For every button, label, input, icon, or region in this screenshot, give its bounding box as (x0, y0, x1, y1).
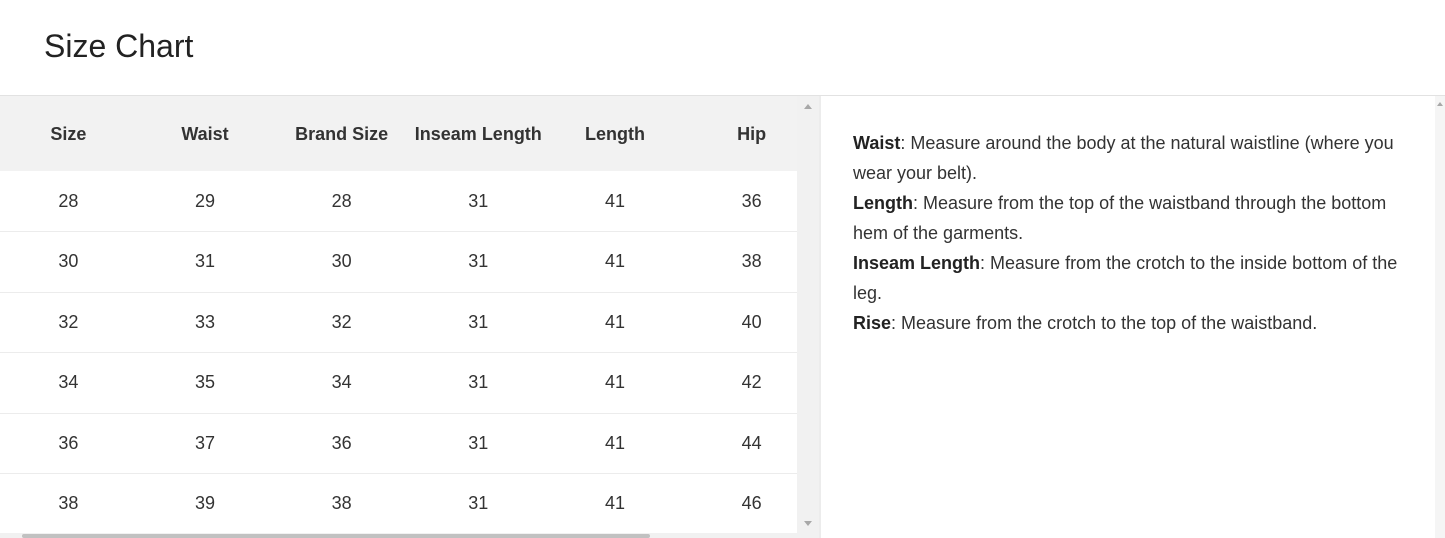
table-cell: 42 (683, 352, 797, 414)
table-header-row: Size Waist Brand Size Inseam Length Length Hi… (0, 96, 797, 171)
note-item: Waist: Measure around the body at the na… (853, 128, 1423, 188)
column-header: Inseam Length (409, 96, 547, 171)
table-cell: 30 (0, 231, 137, 293)
note-term: Rise (853, 313, 892, 333)
table-row: 32 33 32 31 41 40 (0, 292, 797, 353)
table-cell: 37 (136, 413, 274, 474)
table-cell: 41 (546, 231, 684, 293)
page-title: Size Chart (44, 28, 194, 64)
note-item: Rise: Measure from the crotch to the top… (853, 308, 1423, 338)
table-cell: 39 (136, 473, 274, 535)
note-text: : Measure around the body at the natural… (853, 133, 1394, 183)
note-term: Length (853, 193, 913, 213)
notes-scrollbar[interactable] (1435, 96, 1445, 538)
note-term: Waist (853, 133, 901, 153)
column-header: Length (546, 96, 684, 171)
table-cell: 46 (683, 473, 797, 535)
panel-divider (819, 96, 821, 538)
table-cell: 31 (409, 171, 547, 232)
table-row: 30 31 30 31 41 38 (0, 231, 797, 293)
vertical-scrollbar[interactable] (797, 96, 819, 538)
table-cell: 28 (273, 171, 410, 232)
table-row: 38 39 38 31 41 46 (0, 473, 797, 535)
column-header: Size (0, 96, 137, 171)
table-cell: 38 (0, 473, 137, 535)
table-cell: 41 (546, 352, 684, 414)
table-cell: 36 (273, 413, 410, 474)
table-cell: 32 (0, 292, 137, 353)
table-cell: 30 (273, 231, 410, 293)
divider (0, 95, 1445, 96)
note-item: Length: Measure from the top of the wais… (853, 188, 1423, 248)
table-cell: 35 (136, 352, 274, 414)
table-cell: 44 (683, 413, 797, 474)
table-cell: 31 (409, 292, 547, 353)
scroll-down-icon[interactable] (804, 521, 812, 526)
column-header: Brand Size (273, 96, 410, 171)
table-cell: 36 (683, 171, 797, 232)
note-item: Inseam Length: Measure from the crotch t… (853, 248, 1423, 308)
table-cell: 41 (546, 292, 684, 353)
table-cell: 41 (546, 171, 684, 232)
horizontal-scrollbar-thumb[interactable] (22, 534, 650, 538)
size-table: Size Waist Brand Size Inseam Length Length Hi… (0, 96, 797, 535)
note-text: : Measure from the top of the waistband … (853, 193, 1387, 243)
column-header: Waist (136, 96, 274, 171)
scroll-up-icon[interactable] (804, 104, 812, 109)
table-cell: 40 (683, 292, 797, 353)
table-cell: 31 (409, 473, 547, 535)
table-cell: 38 (273, 473, 410, 535)
table-cell: 38 (683, 231, 797, 293)
column-header: Hip (683, 96, 797, 171)
table-cell: 31 (136, 231, 274, 293)
table-cell: 33 (136, 292, 274, 353)
table-cell: 41 (546, 473, 684, 535)
table-cell: 31 (409, 352, 547, 414)
table-row: 36 37 36 31 41 44 (0, 413, 797, 474)
table-cell: 34 (0, 352, 137, 414)
table-cell: 36 (0, 413, 137, 474)
scroll-up-icon[interactable] (1437, 102, 1443, 106)
size-table-container[interactable]: Size Waist Brand Size Inseam Length Length Hi… (0, 96, 797, 538)
table-cell: 28 (0, 171, 137, 232)
table-cell: 31 (409, 413, 547, 474)
table-cell: 32 (273, 292, 410, 353)
table-cell: 29 (136, 171, 274, 232)
table-row: 28 29 28 31 41 36 (0, 171, 797, 232)
note-text: : Measure from the crotch to the top of … (891, 313, 1318, 333)
table-row: 34 35 34 31 41 42 (0, 352, 797, 414)
table-cell: 41 (546, 413, 684, 474)
table-cell: 34 (273, 352, 410, 414)
measurement-notes: Waist: Measure around the body at the na… (853, 128, 1423, 338)
note-text: : Measure from the crotch to the inside … (853, 253, 1398, 303)
note-term: Inseam Length (853, 253, 981, 273)
table-cell: 31 (409, 231, 547, 293)
